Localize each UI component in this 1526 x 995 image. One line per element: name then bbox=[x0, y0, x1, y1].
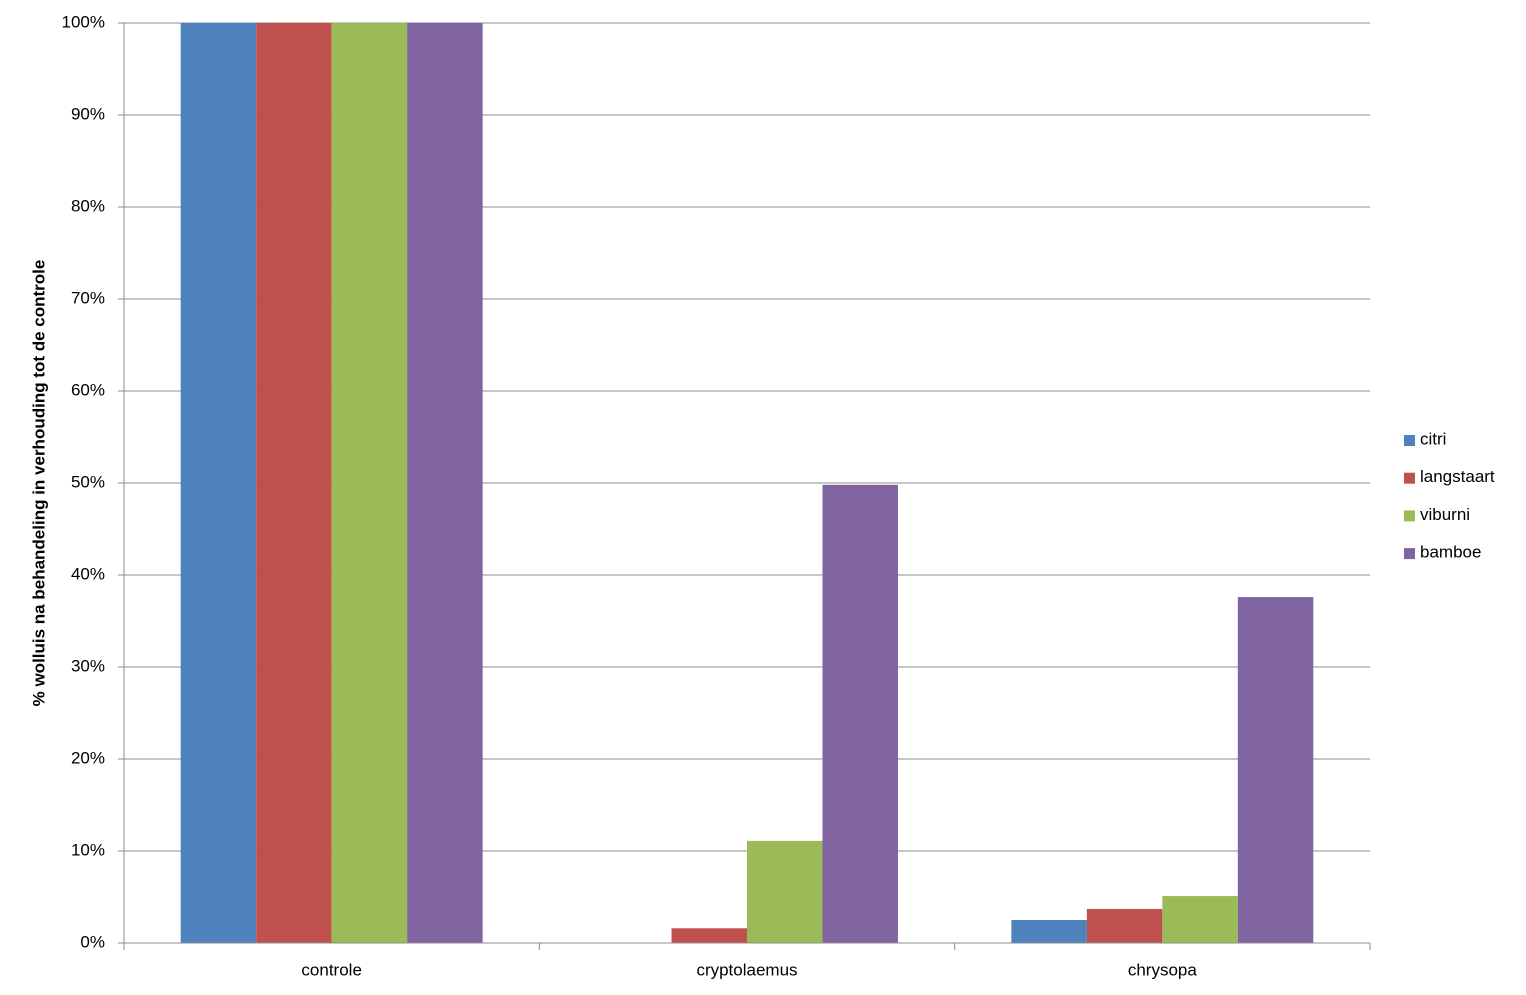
x-tick-label: controle bbox=[301, 960, 361, 979]
bar bbox=[1162, 896, 1238, 943]
bar bbox=[747, 840, 823, 943]
legend-label: viburni bbox=[1420, 505, 1470, 524]
legend-swatch bbox=[1404, 510, 1415, 522]
bar bbox=[822, 484, 898, 943]
legend-label: citri bbox=[1420, 429, 1446, 448]
y-axis-title: % wolluis na behandeling in verhouding t… bbox=[29, 260, 48, 707]
y-tick-label: 10% bbox=[71, 840, 105, 859]
bar bbox=[671, 928, 747, 943]
y-tick-label: 70% bbox=[71, 288, 105, 307]
bar bbox=[331, 23, 408, 943]
bar bbox=[180, 23, 257, 943]
y-tick-label: 0% bbox=[80, 932, 105, 951]
bar bbox=[256, 23, 332, 943]
y-tick-label: 60% bbox=[71, 380, 105, 399]
y-tick-label: 90% bbox=[71, 104, 105, 123]
legend-label: langstaart bbox=[1420, 467, 1495, 486]
y-tick-label: 100% bbox=[62, 12, 105, 31]
legend-label: bamboe bbox=[1420, 543, 1481, 562]
y-tick-label: 40% bbox=[71, 564, 105, 583]
legend-swatch bbox=[1404, 435, 1415, 446]
y-tick-label: 50% bbox=[71, 472, 105, 491]
bar bbox=[1237, 597, 1314, 943]
x-tick-label: chrysopa bbox=[1128, 960, 1198, 979]
y-tick-label: 20% bbox=[71, 748, 105, 767]
y-tick-label: 80% bbox=[71, 196, 105, 215]
y-tick-label: 30% bbox=[71, 656, 105, 675]
x-tick-label: cryptolaemus bbox=[696, 960, 797, 979]
legend-swatch bbox=[1404, 548, 1415, 560]
bar bbox=[1086, 908, 1163, 943]
bar bbox=[1011, 920, 1087, 943]
bar bbox=[407, 23, 483, 943]
legend-swatch bbox=[1404, 472, 1415, 484]
